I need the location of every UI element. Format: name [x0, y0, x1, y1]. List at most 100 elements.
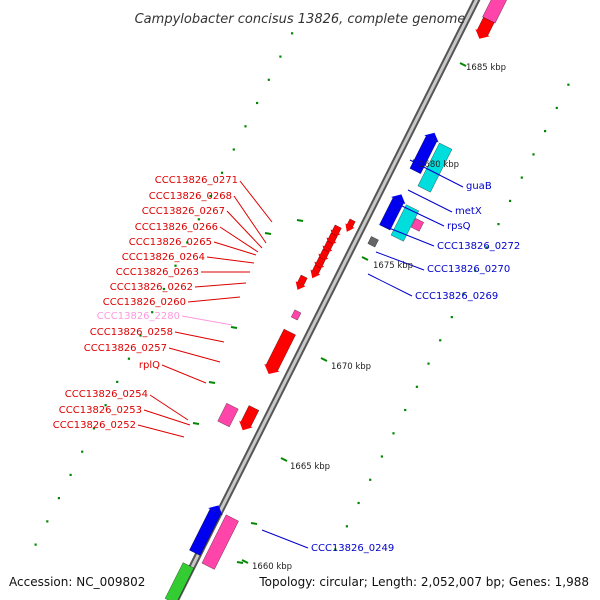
gene-arrow — [310, 269, 321, 279]
gene-label[interactable]: CCC13826_0254 — [65, 389, 148, 400]
gc-dot — [357, 501, 360, 505]
gc-dot — [485, 246, 488, 249]
gene-label[interactable]: CCC13826_0271 — [155, 175, 238, 186]
gene-label[interactable]: CCC13826_0257 — [84, 343, 167, 354]
gc-dot — [81, 450, 84, 453]
gc-dot — [244, 125, 247, 128]
leader-line — [407, 189, 453, 213]
gc-dot — [116, 380, 119, 383]
gene-arrow — [208, 505, 223, 516]
genome-backbone — [171, 0, 481, 600]
scale-label-1685: 1685 kbp — [466, 63, 506, 73]
gc-dot — [267, 78, 270, 81]
gene-label[interactable]: CCC13826_0258 — [90, 327, 173, 338]
gc-dot — [162, 287, 165, 291]
gene-label[interactable]: guaB — [466, 181, 492, 192]
gene-label[interactable]: CCC13826_0272 — [437, 241, 520, 252]
gc-dot — [46, 520, 49, 523]
leader-line — [161, 364, 207, 384]
gc-dot — [104, 404, 107, 407]
gene-feature — [410, 218, 424, 232]
gc-dot — [334, 548, 337, 551]
gene-label[interactable]: CCC13826_0249 — [311, 543, 394, 554]
leader-line — [143, 409, 191, 426]
gc-dot — [92, 427, 95, 430]
gc-dot — [186, 241, 189, 244]
gc-dot — [520, 176, 523, 179]
gc-dot — [555, 106, 558, 109]
gene-label[interactable]: CCC13826_0262 — [110, 282, 193, 293]
scale-tick — [208, 381, 216, 384]
gc-dot — [345, 525, 348, 528]
scale-tick — [192, 422, 200, 425]
gc-dot — [279, 55, 282, 58]
scale-tick — [459, 62, 467, 67]
gc-dot — [427, 362, 430, 365]
leader-line — [375, 251, 425, 271]
scale-tick — [230, 326, 238, 329]
scale-label-1660: 1660 kbp — [252, 562, 292, 572]
gene-feature — [217, 402, 239, 428]
scale-tick — [241, 559, 249, 564]
gene-label[interactable]: rpsQ — [447, 221, 471, 232]
gene-feature — [189, 508, 221, 556]
gc-dot — [256, 101, 259, 105]
gene-label[interactable]: CCC13826_0268 — [149, 191, 232, 202]
map-title: Campylobacter concisus 13826, complete g… — [135, 12, 466, 27]
gene-feature — [367, 236, 379, 248]
gene-label[interactable]: CCC13826_0264 — [122, 252, 205, 263]
gc-dot — [404, 408, 407, 412]
gc-dot — [34, 543, 37, 546]
leader-line — [239, 180, 273, 223]
leader-line — [206, 256, 255, 264]
gene-feature — [316, 256, 326, 266]
gc-dot — [369, 478, 372, 481]
gc-dot — [474, 269, 477, 272]
gene-label[interactable]: CCC13826_0252 — [53, 420, 136, 431]
scale-tick — [296, 219, 304, 222]
leader-line — [401, 205, 445, 227]
gene-label[interactable]: CCC13826_0265 — [129, 237, 212, 248]
gene-label[interactable]: CCC13826_0253 — [59, 405, 142, 416]
leader-line — [168, 347, 221, 363]
gc-dot — [532, 153, 535, 156]
gene-arrow — [391, 194, 406, 205]
gc-dot — [209, 194, 212, 198]
gc-dot — [232, 148, 235, 151]
leader-line — [194, 282, 247, 288]
gene-arrow — [345, 223, 355, 232]
label-leaders — [137, 159, 464, 549]
gc-dot — [439, 339, 442, 342]
gene-feature — [390, 204, 420, 242]
leader-line — [409, 159, 464, 188]
gene-feature — [482, 0, 507, 24]
gene-label[interactable]: CCC13826_0266 — [135, 222, 218, 233]
gc-dot — [139, 334, 142, 337]
scale-tick — [361, 256, 369, 261]
gc-dot — [57, 497, 60, 500]
scale-tick — [250, 522, 258, 525]
gene-feature — [417, 142, 453, 193]
gc-dot — [151, 311, 154, 314]
gene-arrow — [424, 132, 439, 143]
scale-tick — [280, 457, 288, 462]
scale-tick — [236, 561, 244, 564]
accession-text: Accession: NC_009802 — [9, 575, 145, 589]
gene-label[interactable]: CCC13826_0260 — [103, 297, 186, 308]
gene-label[interactable]: rplQ — [139, 360, 160, 371]
gene-feature — [379, 197, 404, 231]
gene-arrow — [264, 363, 280, 374]
gene-label[interactable]: CCC13826_2280 — [97, 311, 180, 322]
gc-dot — [497, 223, 500, 226]
gc-dot — [380, 455, 383, 458]
gene-label[interactable]: CCC13826_0269 — [415, 291, 498, 302]
gene-label[interactable]: CCC13826_0270 — [427, 264, 510, 275]
gene-arrow — [475, 29, 490, 39]
gc-dot — [544, 130, 547, 133]
gene-label[interactable]: CCC13826_0263 — [116, 267, 199, 278]
gene-label[interactable]: CCC13826_0267 — [142, 206, 225, 217]
leader-line — [261, 529, 309, 549]
scale-label-1675: 1675 kbp — [373, 261, 413, 271]
gene-label[interactable]: metX — [455, 206, 482, 217]
gene-feature — [332, 224, 342, 234]
